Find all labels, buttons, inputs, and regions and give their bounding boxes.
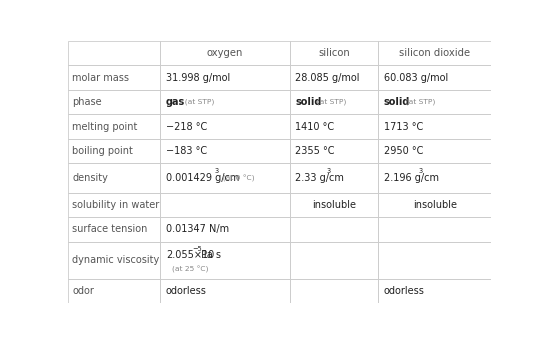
Text: 2355 °C: 2355 °C	[295, 146, 335, 156]
Text: 1713 °C: 1713 °C	[384, 121, 423, 132]
Text: −183 °C: −183 °C	[166, 146, 207, 156]
Text: (at STP): (at STP)	[180, 99, 215, 105]
Bar	[378, 217, 491, 242]
Text: 3: 3	[327, 168, 330, 175]
Bar	[68, 217, 161, 242]
Text: silicon: silicon	[318, 48, 350, 58]
Text: dynamic viscosity: dynamic viscosity	[73, 255, 160, 265]
Text: (at STP): (at STP)	[312, 99, 346, 105]
Text: 28.085 g/mol: 28.085 g/mol	[295, 73, 360, 83]
Text: solubility in water: solubility in water	[73, 200, 160, 210]
Bar	[289, 217, 378, 242]
Text: silicon dioxide: silicon dioxide	[399, 48, 471, 58]
Text: 2.33 g/cm: 2.33 g/cm	[295, 173, 344, 183]
Bar	[289, 90, 378, 114]
Bar	[161, 114, 289, 139]
Bar	[161, 163, 289, 193]
Bar	[161, 90, 289, 114]
Text: molar mass: molar mass	[73, 73, 129, 83]
Text: oxygen: oxygen	[207, 48, 243, 58]
Text: −218 °C: −218 °C	[166, 121, 207, 132]
Bar	[161, 65, 289, 90]
Bar	[289, 279, 378, 303]
Bar	[161, 193, 289, 217]
Bar	[378, 242, 491, 279]
Bar	[378, 65, 491, 90]
Bar	[289, 193, 378, 217]
Text: odorless: odorless	[384, 286, 425, 296]
Text: (at 25 °C): (at 25 °C)	[173, 266, 209, 273]
Text: melting point: melting point	[73, 121, 138, 132]
Text: 1410 °C: 1410 °C	[295, 121, 334, 132]
Text: odor: odor	[73, 286, 94, 296]
Text: 2950 °C: 2950 °C	[384, 146, 423, 156]
Bar	[289, 114, 378, 139]
Text: 3: 3	[419, 168, 423, 175]
Bar	[378, 163, 491, 193]
Bar	[68, 163, 161, 193]
Text: 0.01347 N/m: 0.01347 N/m	[166, 224, 229, 235]
Text: gas: gas	[166, 97, 185, 107]
Bar	[378, 114, 491, 139]
Text: 2.055×10: 2.055×10	[166, 250, 214, 260]
Text: phase: phase	[73, 97, 102, 107]
Bar	[378, 41, 491, 65]
Bar	[68, 41, 161, 65]
Text: surface tension: surface tension	[73, 224, 148, 235]
Bar	[68, 114, 161, 139]
Bar	[68, 90, 161, 114]
Bar	[68, 279, 161, 303]
Text: (at STP): (at STP)	[401, 99, 435, 105]
Text: −5: −5	[193, 246, 203, 252]
Bar	[289, 163, 378, 193]
Text: 3: 3	[215, 168, 219, 175]
Bar	[68, 65, 161, 90]
Text: 0.001429 g/cm: 0.001429 g/cm	[166, 173, 239, 183]
Text: insoluble: insoluble	[413, 200, 457, 210]
Text: density: density	[73, 173, 108, 183]
Text: 2.196 g/cm: 2.196 g/cm	[384, 173, 439, 183]
Text: 31.998 g/mol: 31.998 g/mol	[166, 73, 230, 83]
Bar	[289, 242, 378, 279]
Text: boiling point: boiling point	[73, 146, 133, 156]
Bar	[161, 41, 289, 65]
Bar	[68, 139, 161, 163]
Text: solid: solid	[295, 97, 322, 107]
Text: Pa s: Pa s	[198, 250, 221, 260]
Bar	[289, 65, 378, 90]
Bar	[378, 279, 491, 303]
Text: insoluble: insoluble	[312, 200, 356, 210]
Bar	[289, 139, 378, 163]
Bar	[289, 41, 378, 65]
Bar	[161, 242, 289, 279]
Bar	[161, 217, 289, 242]
Bar	[378, 193, 491, 217]
Bar	[68, 242, 161, 279]
Bar	[378, 139, 491, 163]
Bar	[161, 139, 289, 163]
Text: solid: solid	[384, 97, 410, 107]
Text: (at 0 °C): (at 0 °C)	[218, 174, 254, 182]
Text: 60.083 g/mol: 60.083 g/mol	[384, 73, 448, 83]
Text: odorless: odorless	[166, 286, 207, 296]
Bar	[68, 193, 161, 217]
Bar	[378, 90, 491, 114]
Bar	[161, 279, 289, 303]
